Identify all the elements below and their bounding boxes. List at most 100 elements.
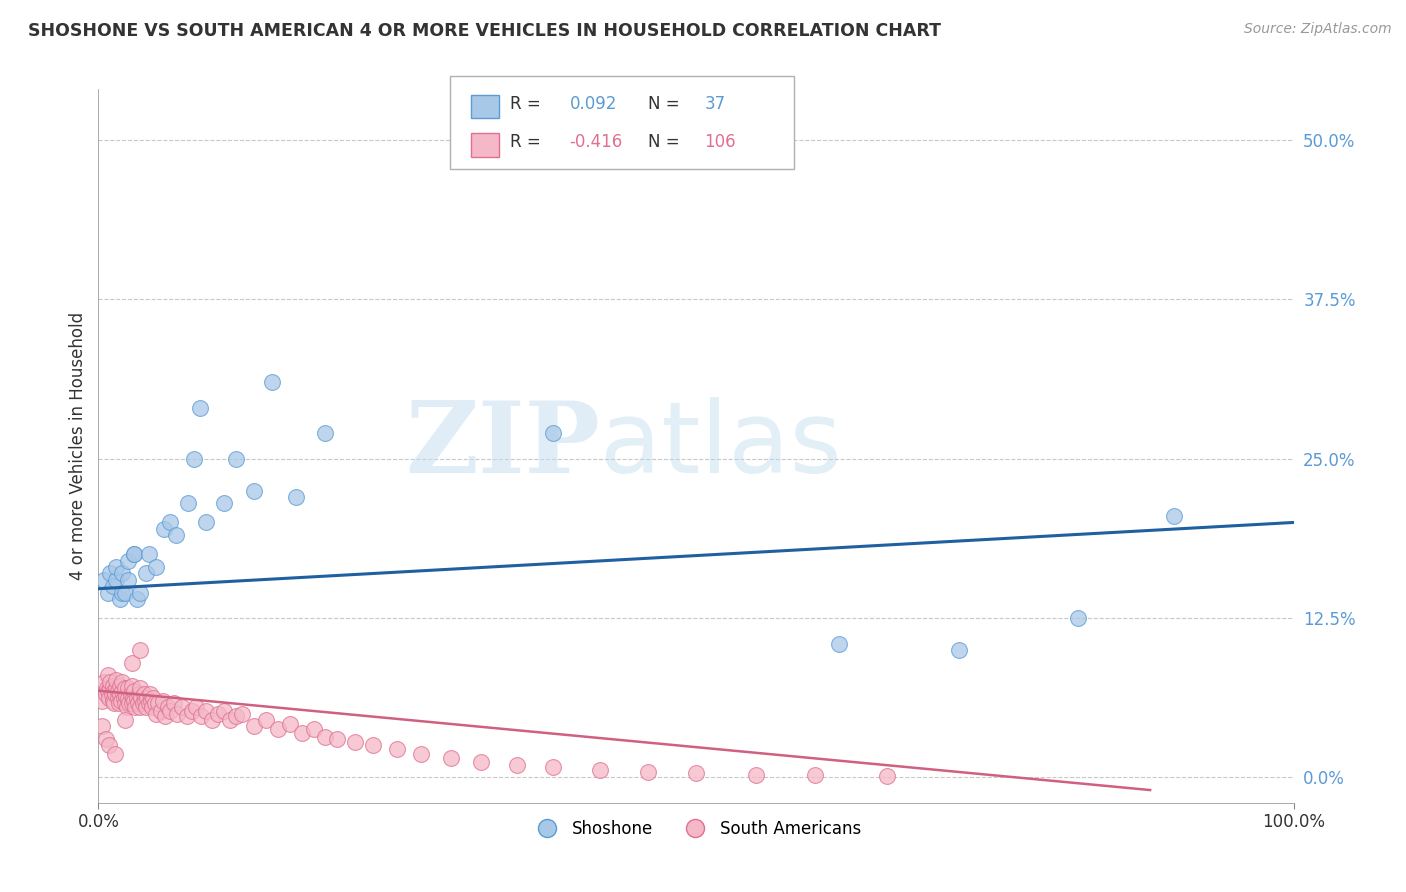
Point xyxy=(129,585,152,599)
Point xyxy=(93,674,115,689)
Point xyxy=(195,704,218,718)
Point xyxy=(101,679,124,693)
Point xyxy=(142,691,165,706)
Point xyxy=(103,683,125,698)
Text: ZIP: ZIP xyxy=(405,398,600,494)
Text: atlas: atlas xyxy=(600,398,842,494)
Point xyxy=(302,722,325,736)
Point xyxy=(195,516,218,530)
Point xyxy=(124,547,146,561)
Point xyxy=(1067,611,1090,625)
Point xyxy=(114,681,136,695)
Point xyxy=(96,681,118,695)
Point xyxy=(121,697,143,711)
Point xyxy=(135,700,157,714)
Point xyxy=(129,700,152,714)
Point xyxy=(127,697,149,711)
Point xyxy=(105,673,128,688)
Point xyxy=(177,496,200,510)
Point xyxy=(541,760,564,774)
Point xyxy=(183,451,205,466)
Legend: Shoshone, South Americans: Shoshone, South Americans xyxy=(524,814,868,845)
Point xyxy=(98,691,121,706)
Point xyxy=(267,722,290,736)
Point xyxy=(97,585,120,599)
Point xyxy=(207,706,229,721)
Point xyxy=(98,739,121,753)
Point xyxy=(98,566,122,581)
Point xyxy=(315,426,337,441)
Point xyxy=(225,709,247,723)
Point xyxy=(254,713,277,727)
Point xyxy=(134,694,156,708)
Point xyxy=(129,681,152,695)
Point xyxy=(685,766,707,780)
Text: N =: N = xyxy=(648,133,685,151)
Point xyxy=(166,706,188,721)
Point xyxy=(103,697,125,711)
Point xyxy=(93,573,115,587)
Point xyxy=(104,688,127,702)
Point xyxy=(190,709,212,723)
Point xyxy=(124,683,146,698)
Text: SHOSHONE VS SOUTH AMERICAN 4 OR MORE VEHICLES IN HOUSEHOLD CORRELATION CHART: SHOSHONE VS SOUTH AMERICAN 4 OR MORE VEH… xyxy=(28,22,941,40)
Point xyxy=(315,730,337,744)
Point xyxy=(120,688,142,702)
Point xyxy=(155,709,177,723)
Point xyxy=(124,547,146,561)
Point xyxy=(111,566,134,581)
Text: 0.092: 0.092 xyxy=(569,95,617,113)
Point xyxy=(94,688,117,702)
Point xyxy=(176,709,198,723)
Point xyxy=(132,688,155,702)
Point xyxy=(124,700,146,714)
Point xyxy=(141,700,163,714)
Point xyxy=(138,547,160,561)
Point xyxy=(201,713,224,727)
Point xyxy=(212,704,235,718)
Text: 37: 37 xyxy=(704,95,725,113)
Point xyxy=(344,734,367,748)
Point xyxy=(212,496,235,510)
Text: N =: N = xyxy=(648,95,685,113)
Point xyxy=(284,490,307,504)
Point xyxy=(180,704,202,718)
Point xyxy=(124,694,146,708)
Point xyxy=(385,742,409,756)
Point xyxy=(541,426,564,441)
Point xyxy=(97,683,120,698)
Point xyxy=(117,573,139,587)
Point xyxy=(828,636,851,650)
Point xyxy=(94,732,117,747)
Point xyxy=(159,516,181,530)
Point xyxy=(131,697,153,711)
Point xyxy=(117,691,139,706)
Text: 106: 106 xyxy=(704,133,735,151)
Point xyxy=(111,585,134,599)
Point xyxy=(118,697,141,711)
Point xyxy=(219,713,242,727)
Point xyxy=(115,689,138,703)
Point xyxy=(260,376,283,390)
Point xyxy=(107,683,129,698)
Point xyxy=(148,697,170,711)
Point xyxy=(121,656,143,670)
Point xyxy=(143,697,166,711)
Point xyxy=(145,706,167,721)
Point xyxy=(100,688,122,702)
Point xyxy=(440,751,463,765)
Point xyxy=(125,591,148,606)
Point xyxy=(139,694,162,708)
Point xyxy=(111,674,134,689)
Y-axis label: 4 or more Vehicles in Household: 4 or more Vehicles in Household xyxy=(69,312,87,580)
Point xyxy=(149,704,172,718)
Point xyxy=(139,688,162,702)
Point xyxy=(105,560,128,574)
Text: -0.416: -0.416 xyxy=(569,133,623,151)
Point xyxy=(163,697,186,711)
Point xyxy=(129,643,152,657)
Point xyxy=(91,719,114,733)
Text: R =: R = xyxy=(510,95,547,113)
Point xyxy=(98,674,122,689)
Point xyxy=(135,566,157,581)
